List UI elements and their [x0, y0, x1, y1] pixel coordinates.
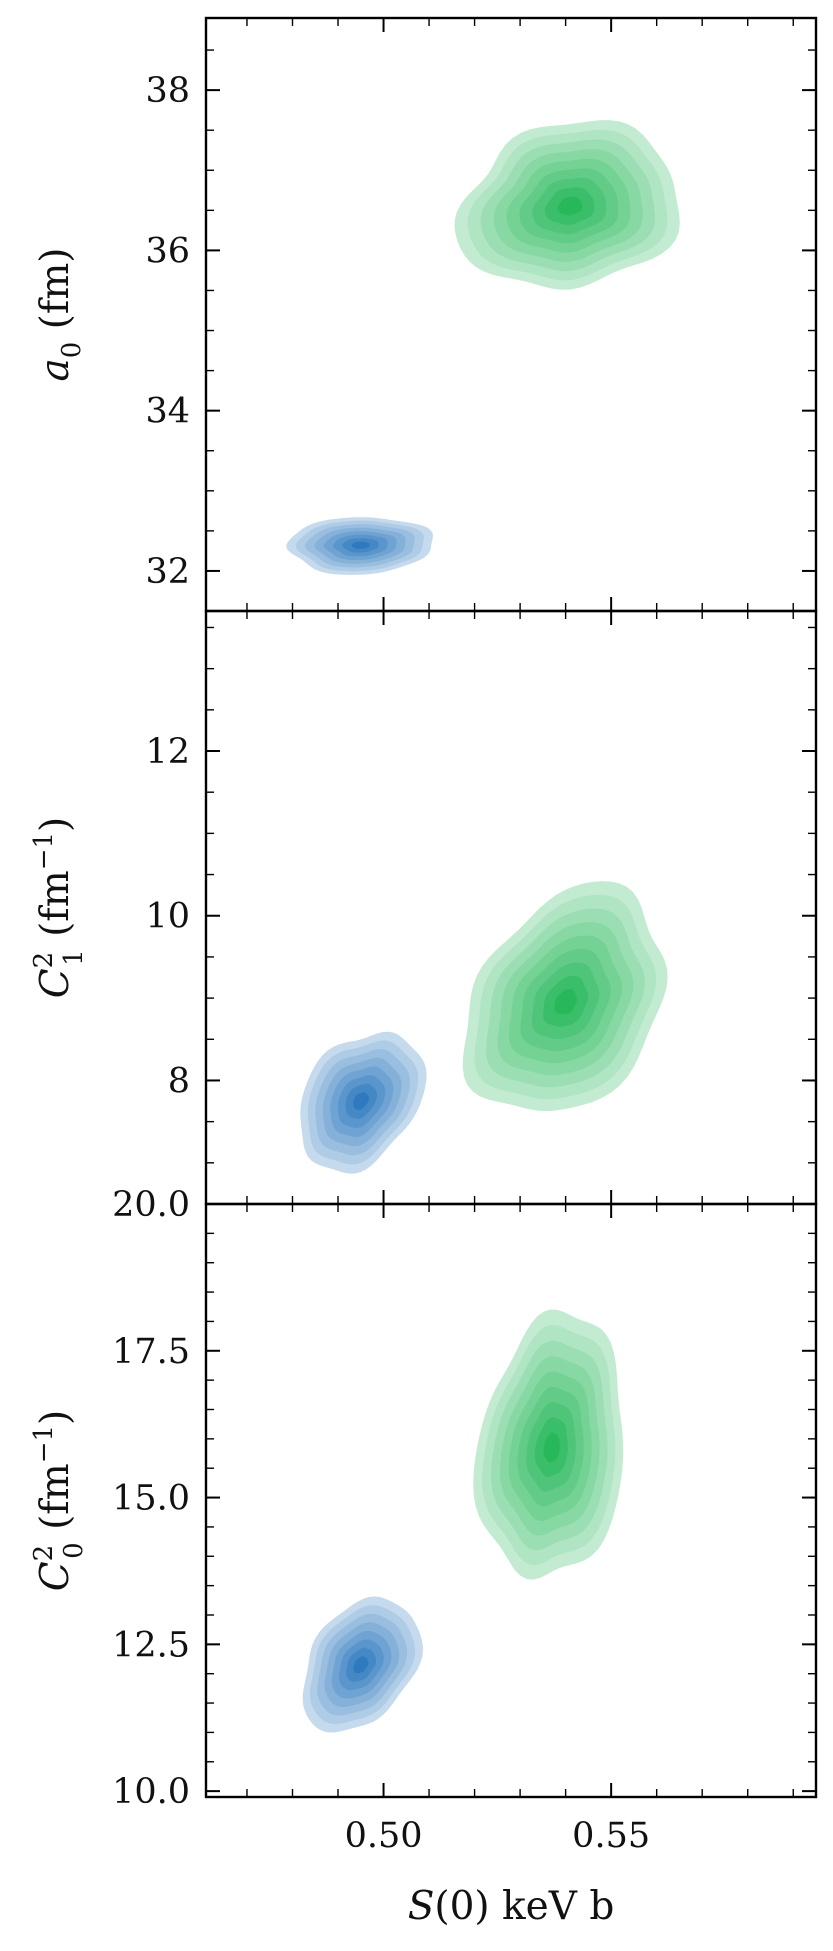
y-tick-label: 20.0 — [112, 1185, 190, 1225]
y-axis-label: C21 (fm−1) — [29, 817, 89, 999]
y-axis-label: C20 (fm−1) — [29, 1410, 89, 1592]
blue-contour-group — [300, 1031, 427, 1174]
contour-level — [554, 989, 577, 1015]
y-tick-label: 34 — [145, 392, 190, 432]
y-tick-label: 12.5 — [112, 1625, 190, 1665]
contour-level — [351, 541, 370, 549]
y-tick-label: 10.0 — [112, 1772, 190, 1812]
blue-contour-group — [286, 517, 433, 575]
panel-top: 32 34 36 38 a0 (fm) — [33, 16, 818, 613]
axes-frame — [204, 16, 818, 613]
y-tick-label: 38 — [145, 71, 190, 111]
plot-area — [302, 1309, 624, 1733]
plot-area — [300, 881, 668, 1174]
y-tick-label: 8 — [168, 1061, 190, 1101]
green-contour-group — [473, 1309, 624, 1580]
y-tick-label: 12 — [145, 732, 190, 772]
contour-level — [353, 1656, 369, 1674]
axes-frame — [204, 609, 818, 1206]
y-axis-label: a0 (fm) — [33, 247, 87, 381]
y-tick-label: 10 — [145, 897, 190, 937]
y-tick-label: 36 — [145, 231, 190, 271]
y-tick-label: 32 — [145, 552, 190, 592]
green-contour-group — [454, 120, 680, 290]
x-tick-label: 0.50 — [345, 1816, 423, 1856]
y-ticks: 32 34 36 38 — [145, 49, 816, 612]
y-tick-label: 17.5 — [112, 1332, 190, 1372]
contour-level — [353, 1092, 369, 1110]
y-tick-label: 15.0 — [112, 1479, 190, 1519]
y-ticks: 8 10 12 — [145, 626, 816, 1205]
green-contour-group — [462, 881, 668, 1111]
plot-area — [286, 120, 680, 575]
x-axis-label: S(0) keV b — [408, 1884, 615, 1929]
x-ticks — [246, 18, 794, 611]
contour-level — [557, 196, 583, 216]
y-ticks: 10.0 12.5 15.0 17.5 20.0 — [112, 1185, 816, 1812]
blue-contour-group — [302, 1596, 423, 1733]
panel-bottom: 10.0 12.5 15.0 17.5 20.0 0.50 0.55 C20 (fm−1) S(… — [29, 1185, 818, 1929]
x-tick-label: 0.55 — [572, 1816, 650, 1856]
x-ticks: 0.50 0.55 — [246, 1204, 794, 1856]
contour-level — [543, 1432, 560, 1463]
panel-middle: 8 10 12 C21 (fm−1) — [29, 609, 818, 1206]
axes-frame — [204, 1202, 818, 1799]
x-ticks — [246, 611, 794, 1204]
